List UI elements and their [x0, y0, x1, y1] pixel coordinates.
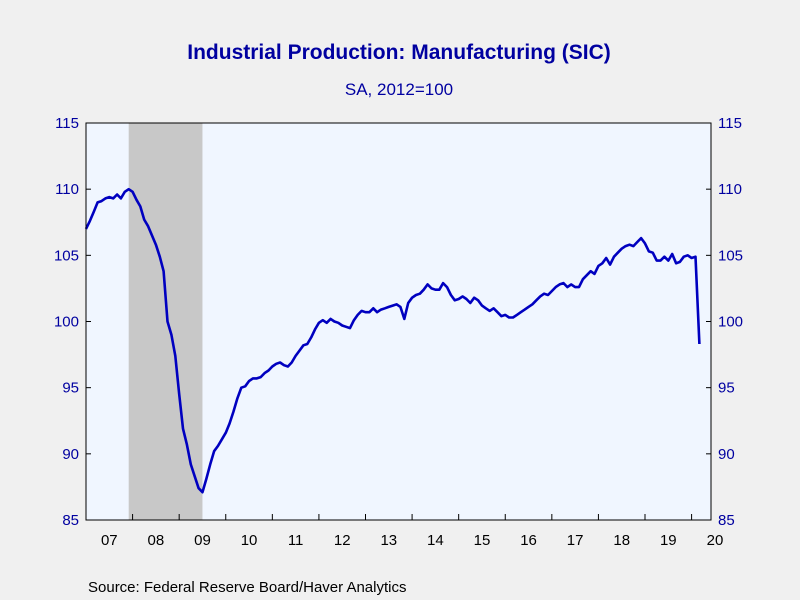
x-tick-label: 17	[567, 532, 584, 549]
x-tick-label: 13	[380, 532, 397, 549]
x-tick-label: 07	[101, 532, 118, 549]
chart-subtitle: SA, 2012=100	[345, 80, 453, 99]
x-tick-label: 08	[148, 532, 165, 549]
x-tick-label: 09	[194, 532, 211, 549]
x-tick-label: 20	[707, 532, 724, 549]
x-tick-label: 14	[427, 532, 444, 549]
y-tick-label-right: 90	[718, 446, 735, 463]
x-tick-label: 16	[520, 532, 537, 549]
plot-frame	[85, 122, 712, 521]
y-tick-label-right: 115	[718, 115, 742, 132]
chart-title: Industrial Production: Manufacturing (SI…	[187, 41, 611, 64]
y-tick-label-right: 95	[718, 380, 735, 397]
y-tick-label-right: 100	[718, 314, 743, 331]
x-axis: 07 08 09 10 11 12 13 14 15 16 17 18 19 20	[101, 532, 723, 549]
x-tick-label: 18	[613, 532, 630, 549]
x-tick-label: 19	[660, 532, 677, 549]
y-tick-label-right: 105	[718, 247, 743, 264]
y-tick-label-left: 115	[55, 115, 79, 132]
source-note: Source: Federal Reserve Board/Haver Anal…	[88, 579, 406, 596]
y-tick-label-left: 90	[62, 446, 79, 463]
y-tick-label-left: 110	[55, 181, 79, 198]
series-layer	[84, 187, 701, 494]
x-tick-label: 10	[241, 532, 258, 549]
y-tick-label-right: 110	[718, 181, 742, 198]
recession-shading	[128, 123, 203, 520]
x-tick-label: 11	[288, 532, 304, 549]
y-tick-label-left: 105	[54, 247, 79, 264]
y-axis-right: 115 110 105 100 95 90 85	[718, 115, 743, 529]
y-tick-label-left: 95	[62, 380, 79, 397]
y-tick-label-left: 85	[62, 512, 79, 529]
y-tick-label-left: 100	[54, 314, 79, 331]
series-line	[84, 187, 701, 494]
tick-marks	[86, 122, 711, 521]
y-axis-left: 115 110 105 100 95 90 85	[54, 115, 79, 529]
y-tick-label-right: 85	[718, 512, 735, 529]
recession-layer	[128, 123, 203, 520]
x-tick-label: 12	[334, 532, 351, 549]
x-tick-label: 15	[474, 532, 491, 549]
